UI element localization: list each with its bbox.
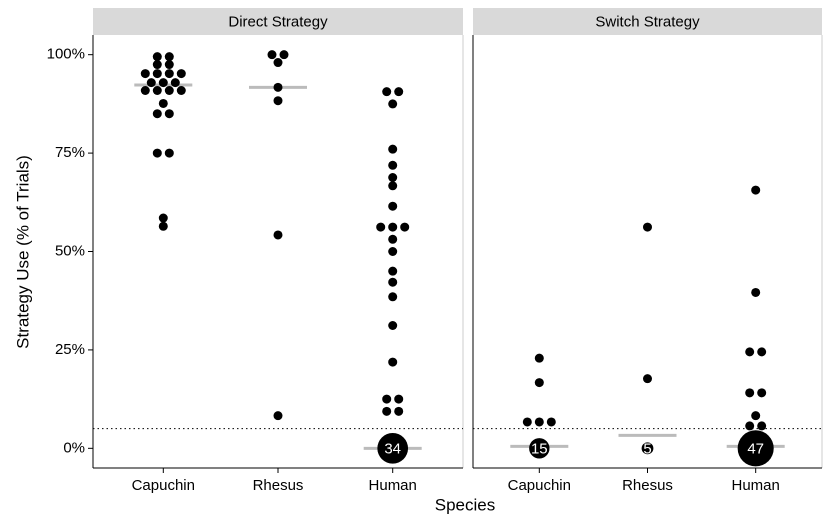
x-tick-label: Capuchin [508, 477, 571, 494]
data-point [394, 406, 404, 416]
data-point [376, 222, 386, 232]
data-point [388, 266, 398, 276]
count-label: 5 [643, 440, 651, 457]
x-tick-label: Human [732, 477, 780, 494]
data-point [388, 160, 398, 170]
y-tick-label: 25% [55, 341, 85, 358]
y-tick-label: 50% [55, 242, 85, 259]
data-point [170, 78, 180, 88]
data-point [382, 394, 392, 404]
data-point [164, 109, 174, 119]
data-point [152, 69, 162, 79]
data-point [152, 86, 162, 96]
data-point [164, 60, 174, 70]
data-point [152, 52, 162, 62]
data-point [388, 222, 398, 232]
data-point [757, 388, 767, 398]
count-bubble [529, 438, 550, 459]
data-point [176, 86, 186, 96]
data-point [757, 347, 767, 357]
x-tick-label: Capuchin [132, 477, 195, 494]
count-label: 47 [747, 440, 764, 457]
y-tick-label: 0% [63, 439, 85, 456]
y-axis-label: Strategy Use (% of Trials) [13, 155, 32, 349]
data-point [388, 99, 398, 109]
data-point [267, 50, 277, 60]
data-point [522, 417, 532, 427]
x-axis-label: Species [435, 495, 495, 514]
data-point [158, 78, 168, 88]
data-point [757, 421, 767, 431]
data-point [546, 417, 556, 427]
data-point [388, 172, 398, 182]
data-point [164, 52, 174, 62]
strip [93, 8, 463, 35]
panel-title: Switch Strategy [595, 13, 700, 30]
data-point [388, 234, 398, 244]
data-point [751, 287, 761, 297]
data-point [273, 96, 283, 106]
data-point [273, 58, 283, 68]
data-point [382, 87, 392, 97]
count-bubble [641, 442, 654, 455]
data-point [643, 222, 652, 232]
data-point [176, 69, 186, 79]
data-point [745, 347, 755, 357]
data-point [394, 394, 404, 404]
data-point [382, 406, 392, 416]
data-point [164, 69, 174, 79]
data-point [273, 230, 283, 240]
data-point [745, 421, 755, 431]
data-point [388, 144, 398, 154]
count-bubble [377, 432, 409, 464]
data-point [388, 321, 398, 331]
data-point [158, 98, 168, 108]
data-point [146, 78, 156, 88]
data-point [152, 60, 162, 70]
data-point [388, 201, 398, 211]
count-label: 15 [531, 440, 548, 457]
data-point [643, 374, 652, 384]
data-point [152, 148, 162, 158]
data-point [400, 222, 410, 232]
data-point [388, 247, 398, 256]
data-point [273, 411, 283, 421]
data-point [273, 82, 283, 92]
count-label: 34 [384, 440, 401, 457]
x-tick-label: Rhesus [622, 477, 673, 494]
data-point [388, 181, 398, 191]
data-point [158, 213, 168, 223]
data-point [279, 50, 289, 60]
y-tick-label: 100% [47, 46, 85, 63]
data-point [751, 411, 761, 421]
data-point [388, 357, 398, 367]
x-tick-label: Human [369, 477, 417, 494]
data-point [534, 378, 544, 388]
strip [473, 8, 822, 35]
data-point [534, 353, 544, 363]
data-point [388, 277, 398, 287]
x-tick-label: Rhesus [253, 477, 304, 494]
panel-title: Direct Strategy [228, 13, 328, 30]
data-point [394, 87, 404, 97]
data-point [534, 417, 544, 427]
data-point [158, 221, 168, 231]
data-point [164, 148, 174, 158]
count-bubble [737, 430, 774, 467]
data-point [164, 86, 174, 96]
data-point [152, 109, 162, 119]
data-point [140, 69, 150, 79]
data-point [751, 185, 761, 195]
data-point [388, 292, 398, 302]
y-tick-label: 75% [55, 144, 85, 161]
data-point [745, 388, 755, 398]
data-point [140, 86, 150, 96]
